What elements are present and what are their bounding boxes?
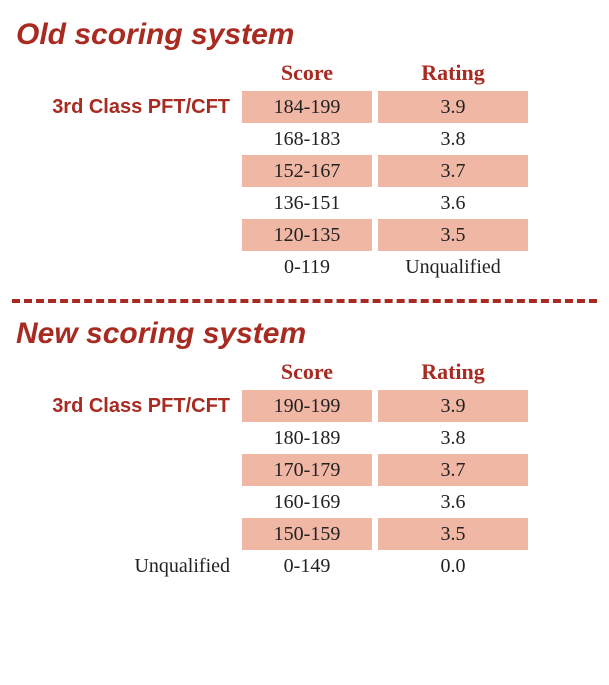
table-row: 120-135 3.5 bbox=[12, 219, 597, 251]
cell-score: 184-199 bbox=[242, 91, 372, 123]
old-header-score: Score bbox=[242, 56, 372, 91]
section-divider bbox=[12, 299, 597, 303]
old-header-row: Score Rating bbox=[12, 56, 597, 91]
row-label: Unqualified bbox=[12, 552, 242, 580]
old-header-rating: Rating bbox=[378, 56, 528, 91]
cell-rating: 0.0 bbox=[378, 550, 528, 582]
cell-rating: 3.5 bbox=[378, 219, 528, 251]
cell-score: 136-151 bbox=[242, 187, 372, 219]
cell-score: 160-169 bbox=[242, 486, 372, 518]
new-system-title: New scoring system bbox=[16, 317, 597, 351]
cell-score: 170-179 bbox=[242, 454, 372, 486]
table-row: 3rd Class PFT/CFT 190-199 3.9 bbox=[12, 390, 597, 422]
cell-score: 0-149 bbox=[242, 550, 372, 582]
new-header-rating: Rating bbox=[378, 355, 528, 390]
cell-score: 150-159 bbox=[242, 518, 372, 550]
new-header-score: Score bbox=[242, 355, 372, 390]
table-row: 168-183 3.8 bbox=[12, 123, 597, 155]
table-row: 180-189 3.8 bbox=[12, 422, 597, 454]
table-row: 136-151 3.6 bbox=[12, 187, 597, 219]
cell-rating: 3.5 bbox=[378, 518, 528, 550]
cell-rating: 3.9 bbox=[378, 390, 528, 422]
cell-rating: Unqualified bbox=[378, 251, 528, 283]
table-row: 150-159 3.5 bbox=[12, 518, 597, 550]
new-header-row: Score Rating bbox=[12, 355, 597, 390]
table-row: 3rd Class PFT/CFT 184-199 3.9 bbox=[12, 91, 597, 123]
old-system-title: Old scoring system bbox=[16, 18, 597, 52]
table-row: Unqualified 0-149 0.0 bbox=[12, 550, 597, 582]
cell-rating: 3.6 bbox=[378, 187, 528, 219]
cell-score: 190-199 bbox=[242, 390, 372, 422]
cell-rating: 3.9 bbox=[378, 91, 528, 123]
cell-score: 120-135 bbox=[242, 219, 372, 251]
cell-score: 0-119 bbox=[242, 251, 372, 283]
table-row: 160-169 3.6 bbox=[12, 486, 597, 518]
cell-rating: 3.8 bbox=[378, 123, 528, 155]
cell-score: 168-183 bbox=[242, 123, 372, 155]
cell-score: 152-167 bbox=[242, 155, 372, 187]
table-row: 152-167 3.7 bbox=[12, 155, 597, 187]
table-row: 170-179 3.7 bbox=[12, 454, 597, 486]
cell-rating: 3.7 bbox=[378, 454, 528, 486]
cell-rating: 3.8 bbox=[378, 422, 528, 454]
new-class-label: 3rd Class PFT/CFT bbox=[12, 392, 242, 420]
cell-score: 180-189 bbox=[242, 422, 372, 454]
table-row: 0-119 Unqualified bbox=[12, 251, 597, 283]
old-class-label: 3rd Class PFT/CFT bbox=[12, 93, 242, 121]
cell-rating: 3.6 bbox=[378, 486, 528, 518]
cell-rating: 3.7 bbox=[378, 155, 528, 187]
